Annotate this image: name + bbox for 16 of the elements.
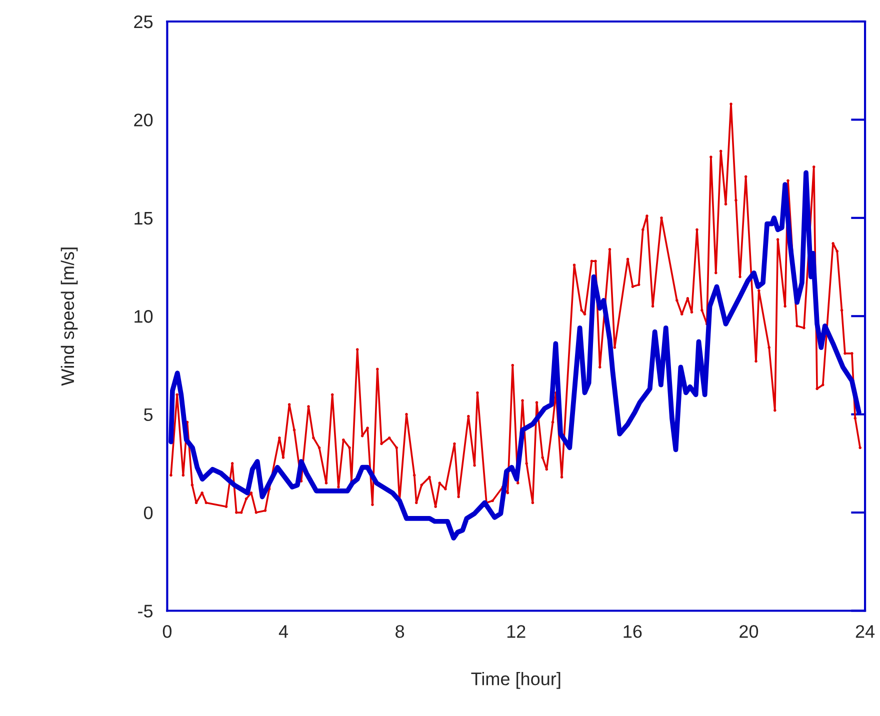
x-tick-label: 0 xyxy=(162,625,172,638)
y-tick-label: 25 xyxy=(134,15,153,28)
y-tick-label: -5 xyxy=(138,604,153,618)
y-tick-label: 15 xyxy=(134,212,153,225)
y-tick-label: 10 xyxy=(134,310,153,323)
x-axis-title: Time [hour] xyxy=(471,672,560,689)
y-tick-label: 20 xyxy=(134,114,153,126)
y-axis-title: Wind speed [m/s] xyxy=(60,248,78,386)
x-tick-label: 16 xyxy=(624,625,642,638)
x-tick-label: 8 xyxy=(396,625,404,638)
x-tick-label: 12 xyxy=(507,625,526,638)
x-tick-label: 20 xyxy=(740,625,758,638)
y-tick-label: 0 xyxy=(144,506,153,520)
x-tick-label: 24 xyxy=(856,625,875,638)
y-tick-label: 5 xyxy=(144,408,153,422)
x-tick-label: 4 xyxy=(278,625,288,638)
